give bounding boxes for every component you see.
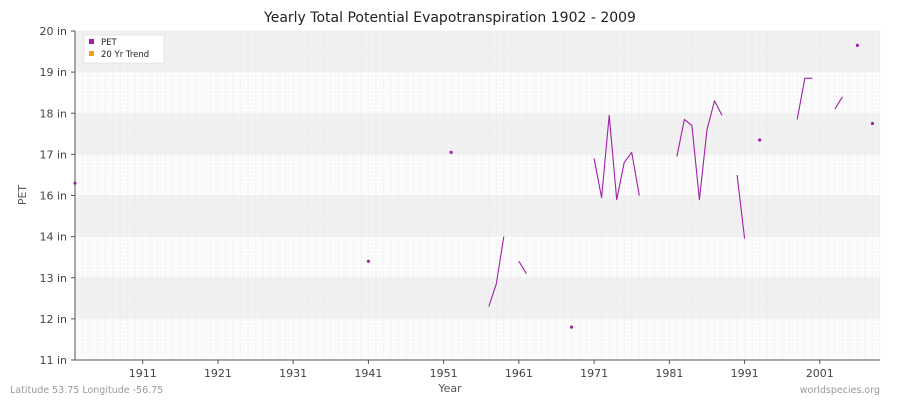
legend-label-20yr-trend: 20 Yr Trend	[101, 50, 149, 60]
y-tick-label: 19 in	[39, 66, 67, 79]
pet-line-segment	[488, 236, 505, 307]
y-tick-label: 17 in	[39, 148, 67, 161]
grid	[74, 30, 881, 361]
x-tick-label: 1961	[505, 367, 533, 380]
footer-location: Latitude 53.75 Longitude -56.75	[10, 385, 163, 396]
y-tick-label: 14 in	[39, 231, 67, 244]
x-tick-label: 1971	[580, 367, 608, 380]
x-tick-label: 1941	[354, 367, 382, 380]
legend-box	[83, 34, 165, 64]
y-tick-label: 13 in	[39, 272, 67, 285]
pet-point	[855, 43, 860, 47]
chart-title: Yearly Total Potential Evapotranspiratio…	[263, 10, 636, 26]
pet-line-segment	[736, 174, 746, 239]
plot-band	[75, 31, 880, 73]
pet-line-segment	[518, 261, 527, 274]
legend-swatch-pet	[89, 39, 94, 44]
x-tick-labels: 1911 1921 1931 1941 1951 1961 1971 1981 1991 2001	[129, 360, 834, 380]
x-tick-label: 1991	[731, 367, 759, 380]
plot-background	[75, 31, 880, 360]
pet-line-segment	[593, 114, 640, 201]
x-tick-label: 2001	[806, 367, 834, 380]
x-tick-label: 1921	[204, 367, 232, 380]
y-tick-label: 16 in	[39, 190, 67, 203]
x-tick-label: 1981	[655, 367, 683, 380]
pet-point	[870, 121, 875, 126]
plot-band	[75, 277, 880, 319]
pet-point	[569, 325, 574, 329]
legend-label-pet: PET	[101, 38, 117, 48]
y-tick-label: 11 in	[39, 354, 67, 367]
pet-point	[449, 150, 453, 154]
pet-point	[366, 259, 371, 263]
plot-band	[75, 113, 880, 155]
plot-band	[75, 195, 880, 237]
pet-point	[73, 181, 77, 185]
footer-source: worldspecies.org	[800, 385, 880, 396]
x-tick-label: 1911	[129, 367, 157, 380]
pet-line-segment	[796, 77, 813, 120]
x-axis-label: Year	[437, 382, 462, 395]
y-tick-label: 18 in	[39, 107, 67, 120]
x-tick-label: 1931	[279, 367, 307, 380]
y-tick-label: 20 in	[39, 25, 67, 38]
pet-point	[758, 138, 762, 142]
legend-swatch-20yr-trend	[89, 51, 94, 56]
legend: PET 20 Yr Trend	[83, 34, 165, 64]
y-axis-label: PET	[16, 185, 29, 206]
y-tick-labels: 11 in 12 in 13 in 14 in 16 in 17 in 18 in 19 in…	[39, 25, 75, 367]
y-tick-label: 12 in	[39, 313, 67, 326]
pet-line-segment	[834, 96, 843, 110]
pet-line-segment	[676, 100, 723, 201]
series-layer	[73, 43, 875, 329]
x-tick-label: 1951	[430, 367, 458, 380]
